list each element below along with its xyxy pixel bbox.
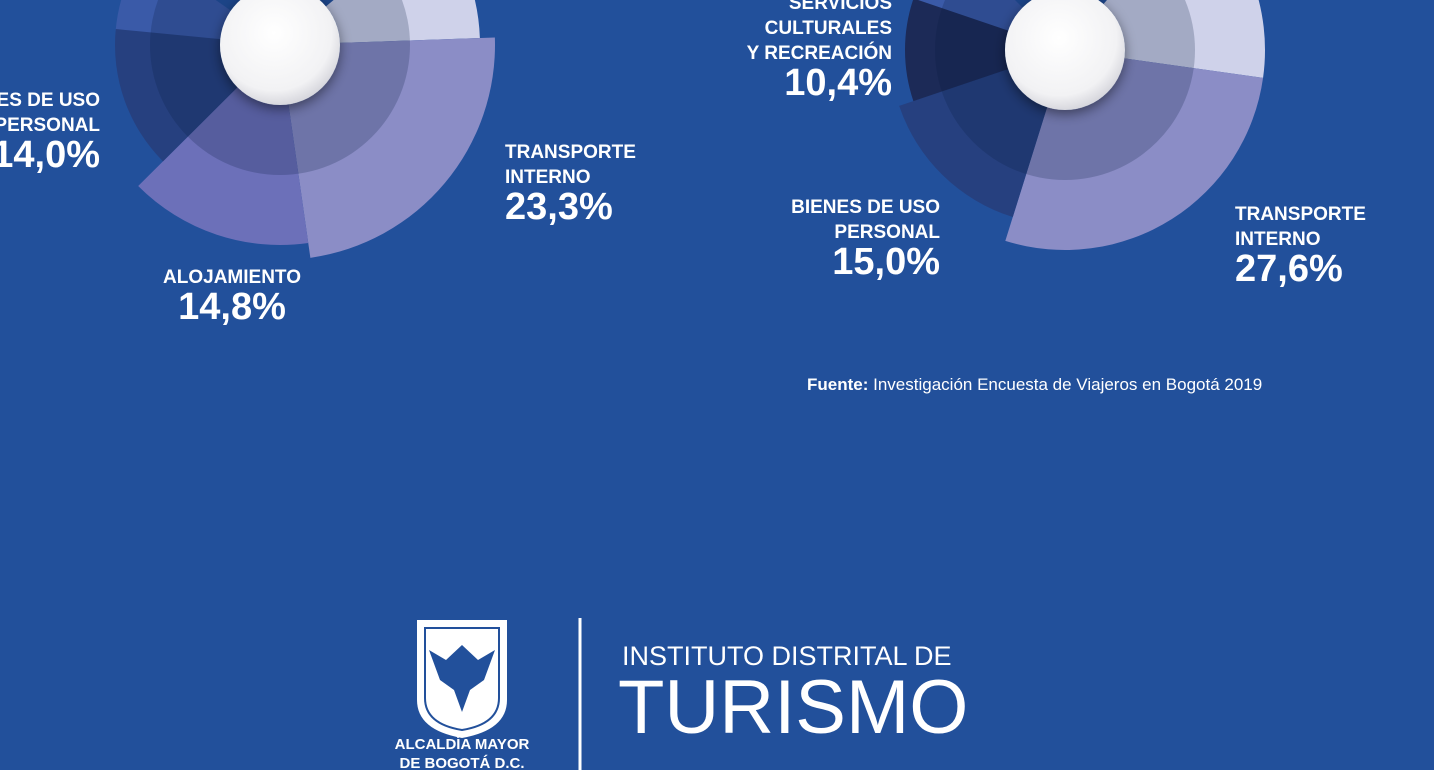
segment [115, 29, 238, 162]
segment-label: CULTURALES [765, 18, 892, 39]
value-label: 23,3% [505, 186, 613, 228]
segment-label: INTERNO [505, 167, 591, 188]
segment-label: BIENES DE USO [0, 90, 100, 111]
alcaldia-1: ALCALDÍA MAYOR [395, 736, 530, 753]
alcaldia-2: DE BOGOTÁ D.C. [399, 755, 524, 770]
source-text: Investigación Encuesta de Viajeros en Bo… [873, 375, 1262, 394]
value-label: 15,0% [832, 241, 940, 283]
eagle [429, 645, 495, 712]
segment [905, 0, 1009, 102]
segment-label: PERSONAL [834, 222, 940, 243]
segment [1005, 58, 1264, 250]
segment-label: TRANSPORTE [505, 142, 636, 163]
charts: TRANSPORTEINTERNO23,3%ALOJAMIENTO14,8%BI… [0, 0, 1366, 328]
value-label: 14,8% [178, 286, 286, 328]
other-segment [325, 0, 480, 43]
turismo: TURISMO [618, 665, 968, 750]
value-label: 14,0% [0, 134, 100, 176]
segment-label: PERSONAL [0, 115, 100, 136]
segment-label: TRANSPORTE [1235, 204, 1366, 225]
value-label: 27,6% [1235, 248, 1343, 290]
center [1005, 0, 1125, 110]
segment-label: ALOJAMIENTO [163, 267, 301, 288]
segment [138, 87, 309, 245]
segment-label: SERVICIOS [789, 0, 892, 14]
other-segment [1103, 0, 1265, 78]
segment-label: Y RECREACIÓN [747, 42, 892, 64]
segment-label: BIENES DE USO [791, 197, 940, 218]
institute: INSTITUTO DISTRITAL DE [622, 641, 952, 671]
segment-label: INTERNO [1235, 229, 1321, 250]
shield-border [424, 627, 500, 732]
value-label: 10,4% [784, 62, 892, 104]
segment [899, 69, 1048, 218]
other-segment [115, 0, 231, 40]
source-label: Fuente: [807, 375, 868, 394]
source: Fuente: Investigación Encuesta de Viajer… [807, 375, 1262, 394]
center [220, 0, 340, 105]
segment [288, 37, 495, 258]
